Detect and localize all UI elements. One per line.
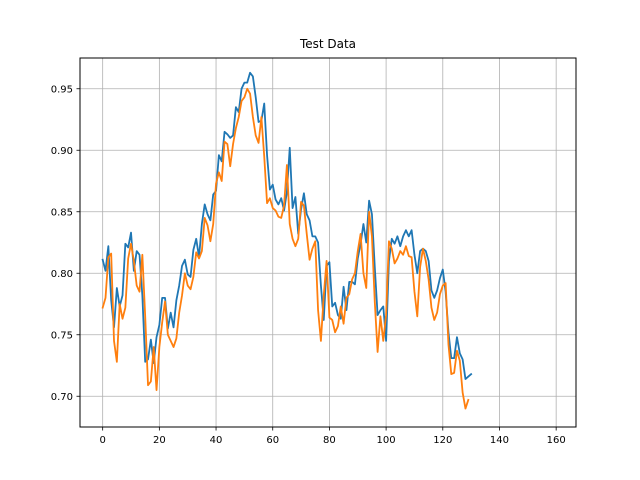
plot-area-frame (79, 57, 577, 428)
x-tick-label: 40 (210, 435, 223, 446)
x-tick-label: 100 (377, 435, 396, 446)
x-tick-label: 0 (99, 435, 105, 446)
y-tick-label: 0.90 (51, 146, 73, 157)
chart-title: Test Data (299, 37, 356, 51)
x-tick-label: 120 (433, 435, 452, 446)
x-tick-label: 140 (490, 435, 509, 446)
y-tick-label: 0.85 (51, 207, 73, 218)
x-tick-label: 160 (547, 435, 566, 446)
y-tick-label: 0.80 (51, 269, 73, 280)
y-tick-label: 0.75 (51, 330, 73, 341)
y-axis-ticks: 0.70 0.75 0.80 0.85 0.90 0.95 (51, 84, 80, 403)
grid-lines (80, 58, 576, 427)
y-tick-label: 0.95 (51, 84, 73, 95)
series-lines (101, 71, 473, 410)
y-tick-label: 0.70 (51, 392, 73, 403)
series-line-1 (101, 71, 473, 380)
x-axis-ticks: 0 20 40 60 80 100 120 140 160 (99, 427, 566, 446)
x-tick-label: 60 (266, 435, 279, 446)
x-tick-label: 20 (153, 435, 166, 446)
series-line-2 (101, 87, 470, 410)
x-tick-label: 80 (323, 435, 336, 446)
